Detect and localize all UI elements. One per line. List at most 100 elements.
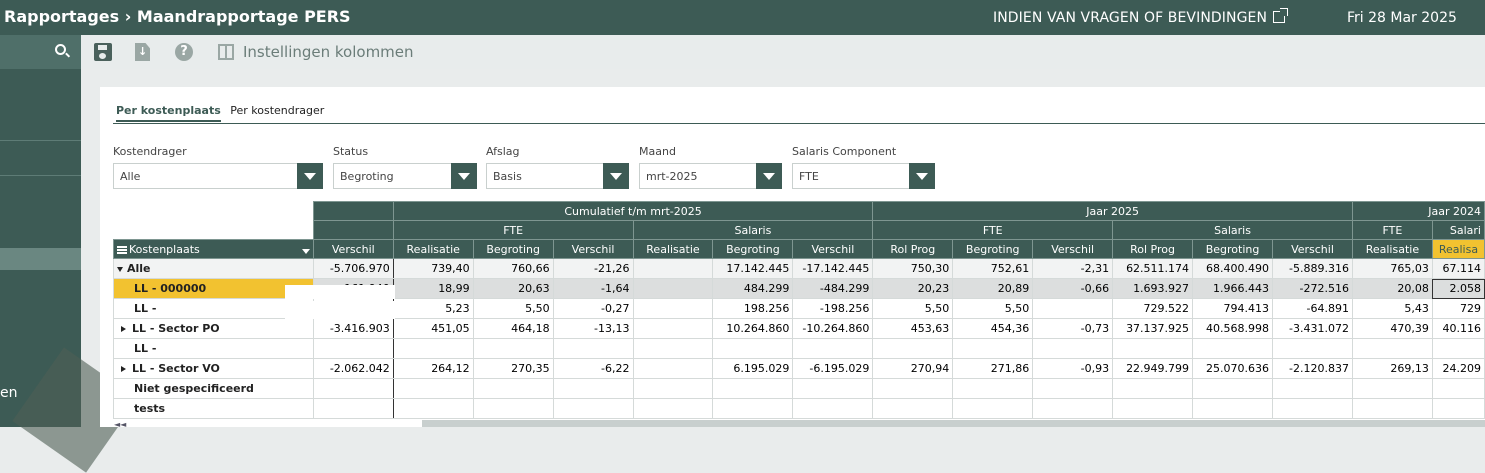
table-cell[interactable]: -0,73 bbox=[1032, 318, 1114, 339]
table-cell[interactable]: 750,30 bbox=[872, 258, 954, 279]
table-cell[interactable] bbox=[1272, 398, 1353, 419]
table-cell[interactable]: 739,40 bbox=[392, 258, 474, 279]
table-cell[interactable] bbox=[632, 278, 714, 299]
table-cell[interactable] bbox=[1112, 398, 1194, 419]
table-cell[interactable]: -272.516 bbox=[1272, 278, 1353, 299]
table-row[interactable]: LL - Sector PO -3.416.903 451,05 464,18 -13,… bbox=[113, 318, 1485, 339]
chevron-down-icon[interactable] bbox=[451, 163, 477, 189]
table-cell[interactable]: -0,66 bbox=[1032, 278, 1114, 299]
table-cell[interactable] bbox=[1032, 338, 1114, 359]
sidebar-search[interactable] bbox=[0, 35, 81, 69]
table-cell[interactable]: 37.137.925 bbox=[1112, 318, 1194, 339]
table-cell[interactable]: 794.413 bbox=[1192, 298, 1273, 319]
table-cell[interactable]: -5.889.316 bbox=[1272, 258, 1353, 279]
chevron-down-icon[interactable] bbox=[603, 163, 629, 189]
table-cell[interactable] bbox=[632, 358, 714, 379]
afslag-select[interactable]: Basis bbox=[486, 163, 629, 189]
table-cell[interactable]: -5.706.970 bbox=[312, 258, 394, 279]
columns-settings-button[interactable]: Instellingen kolommen bbox=[243, 43, 414, 61]
table-row[interactable]: LL --66.0855,235,50-0,27198.256-198.2565… bbox=[113, 298, 1485, 319]
table-cell[interactable]: 752,61 bbox=[952, 258, 1034, 279]
table-cell[interactable]: 470,39 bbox=[1351, 318, 1433, 339]
sidebar-item-label[interactable]: en bbox=[0, 385, 18, 401]
chevron-down-icon[interactable] bbox=[301, 248, 310, 254]
table-cell[interactable] bbox=[312, 338, 394, 359]
column-header[interactable]: Begroting bbox=[1192, 239, 1273, 259]
table-cell[interactable]: -198.256 bbox=[792, 298, 874, 319]
tab-per-kostendrager[interactable]: Per kostendrager bbox=[230, 104, 325, 117]
table-cell[interactable]: 5,43 bbox=[1351, 298, 1433, 319]
table-cell[interactable]: 1.693.927 bbox=[1112, 278, 1194, 299]
table-cell[interactable] bbox=[792, 338, 874, 359]
scroll-left-icon[interactable]: ◄◄ bbox=[114, 420, 127, 429]
chevron-down-icon[interactable] bbox=[909, 163, 935, 189]
table-cell[interactable] bbox=[552, 378, 634, 399]
table-cell[interactable]: -0,93 bbox=[1032, 358, 1114, 379]
table-cell[interactable] bbox=[792, 378, 874, 399]
table-cell[interactable] bbox=[952, 338, 1034, 359]
table-cell[interactable]: -6.195.029 bbox=[792, 358, 874, 379]
column-header[interactable]: Rol Prog bbox=[872, 239, 954, 259]
column-header[interactable]: Realisatie bbox=[392, 239, 474, 259]
table-cell[interactable] bbox=[472, 378, 554, 399]
table-cell[interactable] bbox=[312, 378, 394, 399]
table-cell[interactable] bbox=[472, 338, 554, 359]
table-cell[interactable]: -2,31 bbox=[1032, 258, 1114, 279]
column-header[interactable]: Begroting bbox=[472, 239, 554, 259]
table-cell[interactable]: -6,22 bbox=[552, 358, 634, 379]
table-cell[interactable]: 20,08 bbox=[1351, 278, 1433, 299]
table-cell[interactable]: 22.949.799 bbox=[1112, 358, 1194, 379]
table-cell[interactable]: -3.416.903 bbox=[312, 318, 394, 339]
table-cell[interactable] bbox=[1351, 398, 1433, 419]
table-cell[interactable]: 20,63 bbox=[472, 278, 554, 299]
column-header-kostenplaats[interactable]: Kostenplaats bbox=[113, 239, 314, 259]
row-name-cell[interactable]: LL - 000000 bbox=[113, 278, 314, 299]
tab-per-kostenplaats[interactable]: Per kostenplaats bbox=[116, 104, 221, 122]
column-header[interactable]: Verschil bbox=[552, 239, 634, 259]
horizontal-scrollbar[interactable] bbox=[422, 420, 1485, 427]
table-cell[interactable]: 5,50 bbox=[472, 298, 554, 319]
table-cell[interactable] bbox=[632, 338, 714, 359]
table-cell[interactable] bbox=[632, 378, 714, 399]
expand-icon[interactable] bbox=[121, 326, 126, 332]
column-header[interactable]: Rol Prog bbox=[1112, 239, 1194, 259]
table-cell[interactable] bbox=[712, 378, 794, 399]
table-cell[interactable]: 454,36 bbox=[952, 318, 1034, 339]
table-cell[interactable]: 20,89 bbox=[952, 278, 1034, 299]
table-cell[interactable] bbox=[1032, 298, 1114, 319]
table-cell[interactable] bbox=[1192, 378, 1273, 399]
row-name-cell[interactable]: Niet gespecificeerd bbox=[113, 378, 314, 399]
chevron-down-icon[interactable] bbox=[297, 163, 323, 189]
table-cell[interactable]: 729.522 bbox=[1112, 298, 1194, 319]
column-header[interactable]: Verschil bbox=[1272, 239, 1353, 259]
table-cell[interactable] bbox=[392, 378, 474, 399]
table-cell[interactable]: -484.299 bbox=[792, 278, 874, 299]
table-cell[interactable] bbox=[952, 378, 1034, 399]
table-cell[interactable] bbox=[1431, 398, 1485, 419]
help-link[interactable]: INDIEN VAN VRAGEN OF BEVINDINGEN bbox=[993, 8, 1289, 26]
column-header[interactable]: Verschil bbox=[1032, 239, 1114, 259]
table-cell[interactable]: -10.264.860 bbox=[792, 318, 874, 339]
table-row[interactable]: LL - bbox=[113, 338, 1485, 359]
collapse-icon[interactable] bbox=[117, 267, 123, 272]
help-icon[interactable]: ? bbox=[175, 43, 193, 61]
row-name-cell[interactable]: LL - bbox=[113, 298, 314, 319]
table-cell[interactable] bbox=[1272, 378, 1353, 399]
table-row[interactable]: Niet gespecificeerd bbox=[113, 378, 1485, 399]
table-cell[interactable] bbox=[1431, 338, 1485, 359]
table-cell[interactable] bbox=[1272, 338, 1353, 359]
chevron-down-icon[interactable] bbox=[756, 163, 782, 189]
table-cell[interactable]: 10.264.860 bbox=[712, 318, 794, 339]
row-name-cell[interactable]: LL - Sector VO bbox=[113, 358, 314, 379]
column-header-highlighted[interactable]: Realisa bbox=[1431, 239, 1485, 259]
table-cell[interactable] bbox=[712, 398, 794, 419]
table-cell[interactable]: 17.142.445 bbox=[712, 258, 794, 279]
table-cell[interactable] bbox=[1032, 398, 1114, 419]
table-row[interactable]: LL - Sector VO -2.062.042 264,12 270,35 -6,2… bbox=[113, 358, 1485, 379]
table-cell[interactable] bbox=[872, 378, 954, 399]
table-cell[interactable] bbox=[632, 398, 714, 419]
table-cell[interactable]: -2.120.837 bbox=[1272, 358, 1353, 379]
table-cell[interactable]: 62.511.174 bbox=[1112, 258, 1194, 279]
kostendrager-select[interactable]: Alle bbox=[113, 163, 323, 189]
table-cell[interactable]: 6.195.029 bbox=[712, 358, 794, 379]
